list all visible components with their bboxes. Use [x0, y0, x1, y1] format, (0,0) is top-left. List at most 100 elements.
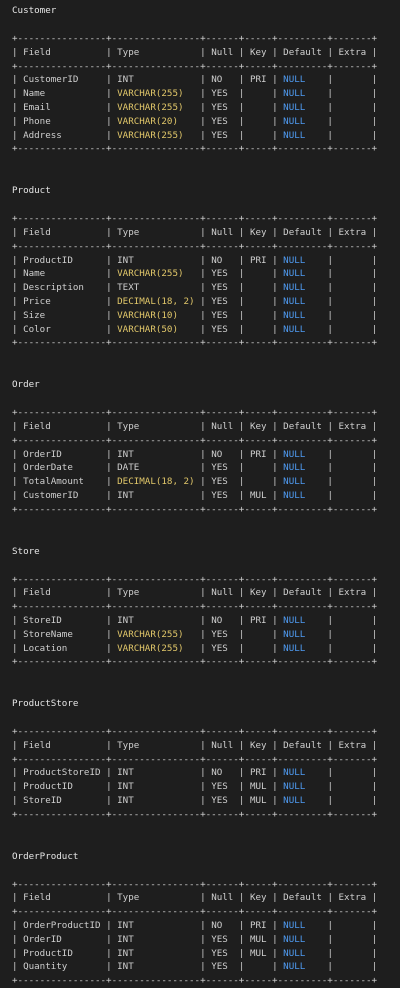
table-cell: NO — [211, 74, 223, 86]
column-header: Field — [23, 46, 51, 58]
table-cell: NO — [211, 767, 223, 779]
table-block: ProductStore +----------------+----------… — [12, 697, 400, 822]
spacer — [12, 18, 400, 32]
table-title: OrderProduct — [12, 850, 79, 862]
table-cell: ProductID — [23, 947, 73, 959]
table-cell: NULL — [283, 462, 306, 474]
column-header: Key — [249, 420, 267, 432]
table-cell: NULL — [283, 642, 306, 654]
table-cell: VARCHAR(255) — [117, 129, 184, 141]
column-header: Extra — [338, 46, 367, 58]
table-cell: YES — [211, 489, 228, 501]
spacer — [12, 822, 400, 850]
table-cell: Location — [23, 642, 68, 654]
table-cell: YES — [211, 947, 228, 959]
table-cell: VARCHAR(255) — [117, 642, 184, 654]
table-cell: VARCHAR(255) — [117, 268, 184, 280]
table-cell: MUL — [249, 795, 267, 807]
column-header: Field — [23, 226, 51, 238]
table-title: Order — [12, 379, 40, 391]
table-title: Store — [12, 545, 40, 557]
table-cell: DECIMAL(18, 2) — [117, 295, 195, 307]
table-cell: Description — [23, 282, 84, 294]
table-cell: CustomerID — [23, 74, 79, 86]
table-cell: NULL — [283, 254, 306, 266]
table-cell: YES — [211, 101, 228, 113]
table-cell: INT — [117, 489, 134, 501]
table-cell: YES — [211, 628, 228, 640]
table-block: Product +----------------+---------------… — [12, 184, 400, 350]
table-title: Customer — [12, 5, 57, 16]
column-header: Key — [249, 46, 267, 58]
column-header: Field — [23, 420, 51, 432]
table-cell: PRI — [249, 448, 267, 460]
table-cell: INT — [117, 448, 134, 460]
table-cell: Address — [23, 129, 62, 141]
table-cell: YES — [211, 961, 228, 973]
table-block: Store +----------------+----------------+… — [12, 545, 400, 670]
table-title: Product — [12, 185, 51, 197]
spacer — [12, 559, 400, 573]
table-cell: MUL — [249, 947, 267, 959]
spacer — [12, 392, 400, 406]
table-cell: Price — [23, 295, 51, 307]
column-header: Default — [283, 46, 322, 58]
table-cell: NULL — [283, 947, 306, 959]
spacer — [12, 350, 400, 378]
table-cell: Name — [23, 268, 46, 280]
table-cell: DATE — [117, 462, 140, 474]
column-header: Null — [211, 46, 234, 58]
ascii-table: +----------------+----------------+-----… — [12, 878, 378, 987]
table-cell: NO — [211, 614, 223, 626]
table-cell: YES — [211, 115, 228, 127]
column-header: Extra — [338, 226, 367, 238]
spacer — [12, 711, 400, 725]
table-cell: VARCHAR(255) — [117, 628, 184, 640]
column-header: Null — [211, 892, 234, 904]
table-cell: StoreID — [23, 795, 62, 807]
table-cell: ProductID — [23, 254, 73, 266]
table-cell: PRI — [249, 767, 267, 779]
table-cell: YES — [211, 268, 228, 280]
table-cell: NULL — [283, 795, 306, 807]
column-header: Null — [211, 226, 234, 238]
table-cell: ProductID — [23, 781, 73, 793]
ascii-table: +----------------+----------------+-----… — [12, 573, 378, 668]
ascii-table: +----------------+----------------+-----… — [12, 726, 378, 820]
table-cell: YES — [211, 781, 228, 793]
table-cell: NULL — [283, 101, 306, 113]
table-cell: YES — [211, 88, 228, 100]
table-cell: NULL — [283, 476, 306, 488]
table-cell: NULL — [283, 282, 306, 294]
column-header: Field — [23, 892, 51, 904]
table-cell: YES — [211, 129, 228, 141]
table-cell: Color — [23, 323, 51, 335]
table-cell: TEXT — [117, 282, 140, 294]
table-cell: NULL — [283, 88, 306, 100]
table-cell: YES — [211, 462, 228, 474]
table-cell: ProductStoreID — [23, 767, 101, 779]
table-cell: NULL — [283, 767, 306, 779]
spacer — [12, 864, 400, 878]
table-cell: NULL — [283, 614, 306, 626]
column-header: Type — [117, 420, 140, 432]
table-cell: Email — [23, 101, 51, 113]
column-header: Field — [23, 587, 51, 599]
column-header: Null — [211, 420, 234, 432]
table-cell: Quantity — [23, 961, 68, 973]
table-cell: NULL — [283, 628, 306, 640]
column-header: Default — [283, 587, 322, 599]
table-cell: YES — [211, 295, 228, 307]
table-cell: YES — [211, 476, 228, 488]
table-cell: INT — [117, 947, 134, 959]
table-cell: OrderDate — [23, 462, 73, 474]
table-cell: NO — [211, 448, 223, 460]
table-cell: MUL — [249, 489, 267, 501]
table-cell: NULL — [283, 268, 306, 280]
table-cell: VARCHAR(10) — [117, 309, 178, 321]
column-header: Type — [117, 587, 140, 599]
table-cell: NULL — [283, 781, 306, 793]
table-cell: NO — [211, 254, 223, 266]
table-cell: PRI — [249, 74, 267, 86]
table-cell: NULL — [283, 933, 306, 945]
